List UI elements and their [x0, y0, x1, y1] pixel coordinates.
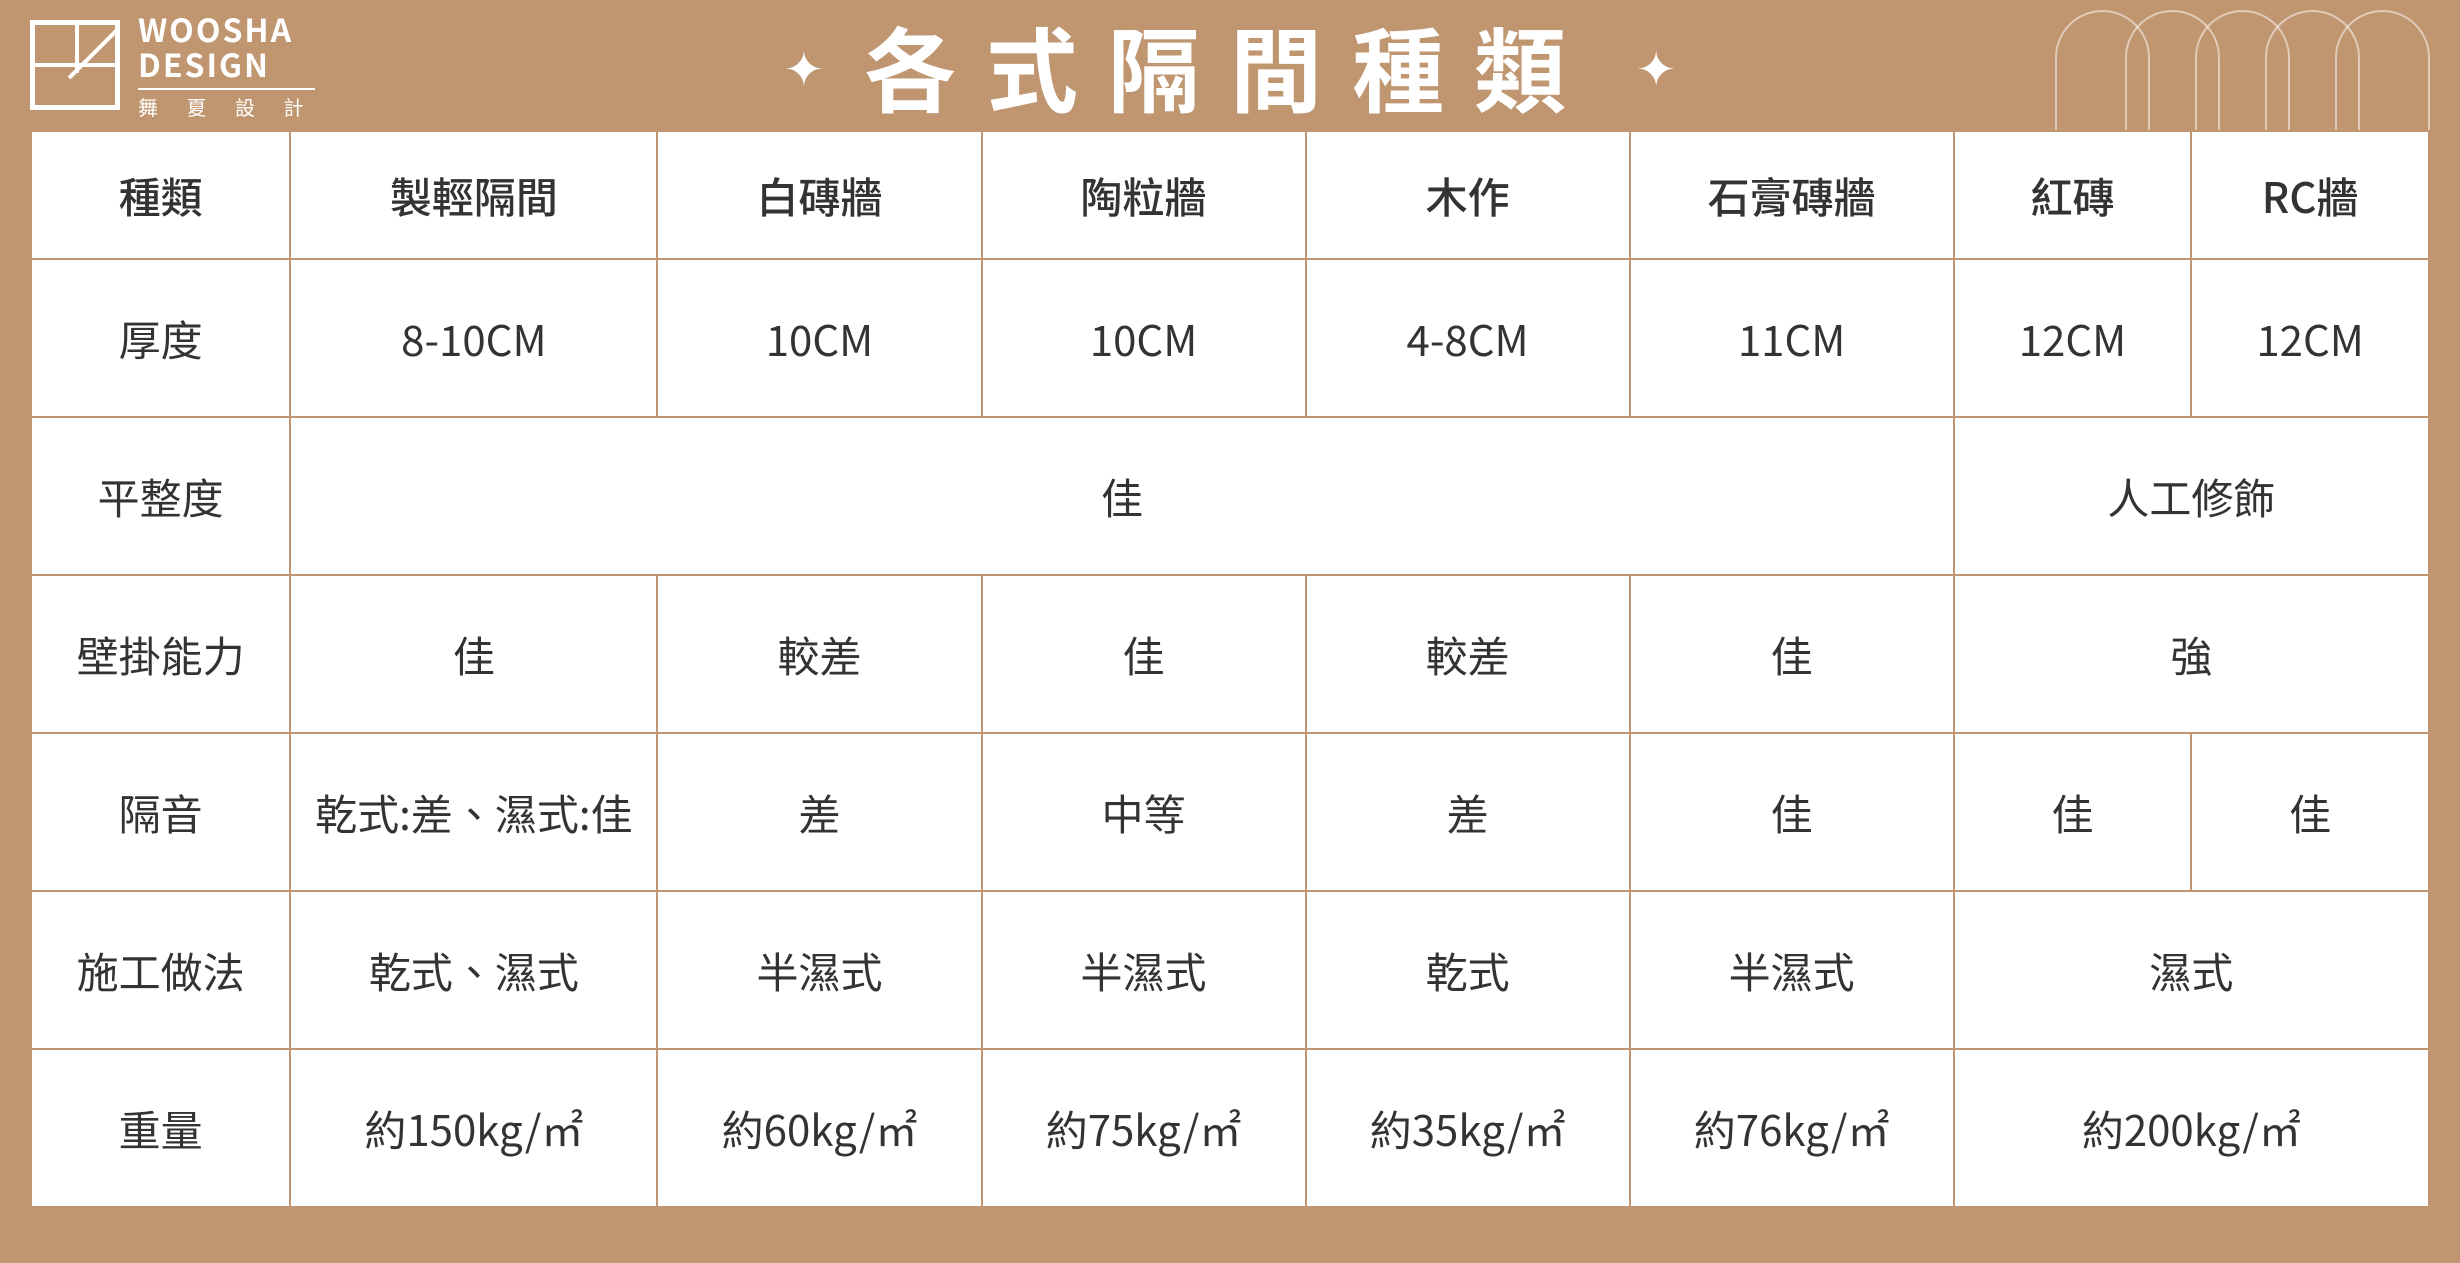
header: WOOSHA DESIGN 舞 夏 設 計 ✦ 各式隔間種類 ✦	[0, 0, 2460, 130]
table-cell: 中等	[982, 733, 1306, 891]
table-cell: 較差	[657, 575, 981, 733]
table-cell: 濕式	[1954, 891, 2429, 1049]
table-cell: 乾式	[1306, 891, 1630, 1049]
table-cell: 約200kg/㎡	[1954, 1049, 2429, 1207]
column-header: 種類	[31, 131, 290, 259]
table-cell: 8-10CM	[290, 259, 657, 417]
table-cell: 佳	[290, 575, 657, 733]
column-header: 製輕隔間	[290, 131, 657, 259]
table-cell: 差	[657, 733, 981, 891]
table-cell: 佳	[290, 417, 1953, 575]
table-cell: 約150kg/㎡	[290, 1049, 657, 1207]
partition-comparison-table: 種類製輕隔間白磚牆陶粒牆木作石膏磚牆紅磚RC牆厚度8-10CM10CM10CM4…	[30, 130, 2430, 1208]
table-cell: 半濕式	[1630, 891, 1954, 1049]
page-title: 各式隔間種類	[864, 0, 1596, 132]
table-cell: 10CM	[657, 259, 981, 417]
table-cell: 差	[1306, 733, 1630, 891]
table-cell: 強	[1954, 575, 2429, 733]
column-header: 白磚牆	[657, 131, 981, 259]
table-cell: 11CM	[1630, 259, 1954, 417]
table-cell: 乾式、濕式	[290, 891, 657, 1049]
table-cell: 約76kg/㎡	[1630, 1049, 1954, 1207]
table-cell: 佳	[1630, 575, 1954, 733]
table-cell: 佳	[2191, 733, 2429, 891]
brand-text: WOOSHA DESIGN 舞 夏 設 計	[138, 12, 315, 118]
sparkle-right-icon: ✦	[1636, 30, 1676, 100]
table-wrap: 種類製輕隔間白磚牆陶粒牆木作石膏磚牆紅磚RC牆厚度8-10CM10CM10CM4…	[0, 130, 2460, 1238]
table-cell: 12CM	[2191, 259, 2429, 417]
row-label: 施工做法	[31, 891, 290, 1049]
table-cell: 佳	[1954, 733, 2192, 891]
sparkle-left-icon: ✦	[784, 30, 824, 100]
column-header: 木作	[1306, 131, 1630, 259]
table-cell: 佳	[982, 575, 1306, 733]
row-label: 厚度	[31, 259, 290, 417]
table-cell: 4-8CM	[1306, 259, 1630, 417]
table-cell: 10CM	[982, 259, 1306, 417]
column-header: 石膏磚牆	[1630, 131, 1954, 259]
column-header: 陶粒牆	[982, 131, 1306, 259]
row-label: 重量	[31, 1049, 290, 1207]
table-cell: 乾式:差、濕式:佳	[290, 733, 657, 891]
logo-icon	[30, 20, 120, 110]
table-cell: 12CM	[1954, 259, 2192, 417]
decorative-arches	[2080, 0, 2430, 130]
table-cell: 約35kg/㎡	[1306, 1049, 1630, 1207]
table-cell: 佳	[1630, 733, 1954, 891]
title-wrap: ✦ 各式隔間種類 ✦	[784, 0, 1676, 132]
brand-zh: 舞 夏 設 計	[138, 96, 315, 118]
table-cell: 較差	[1306, 575, 1630, 733]
brand-en-line2: DESIGN	[138, 47, 315, 90]
table-cell: 約75kg/㎡	[982, 1049, 1306, 1207]
column-header: RC牆	[2191, 131, 2429, 259]
row-label: 平整度	[31, 417, 290, 575]
table-cell: 半濕式	[982, 891, 1306, 1049]
table-cell: 半濕式	[657, 891, 981, 1049]
table-cell: 約60kg/㎡	[657, 1049, 981, 1207]
logo-block: WOOSHA DESIGN 舞 夏 設 計	[30, 12, 315, 118]
table-cell: 人工修飾	[1954, 417, 2429, 575]
row-label: 隔音	[31, 733, 290, 891]
column-header: 紅磚	[1954, 131, 2192, 259]
row-label: 壁掛能力	[31, 575, 290, 733]
